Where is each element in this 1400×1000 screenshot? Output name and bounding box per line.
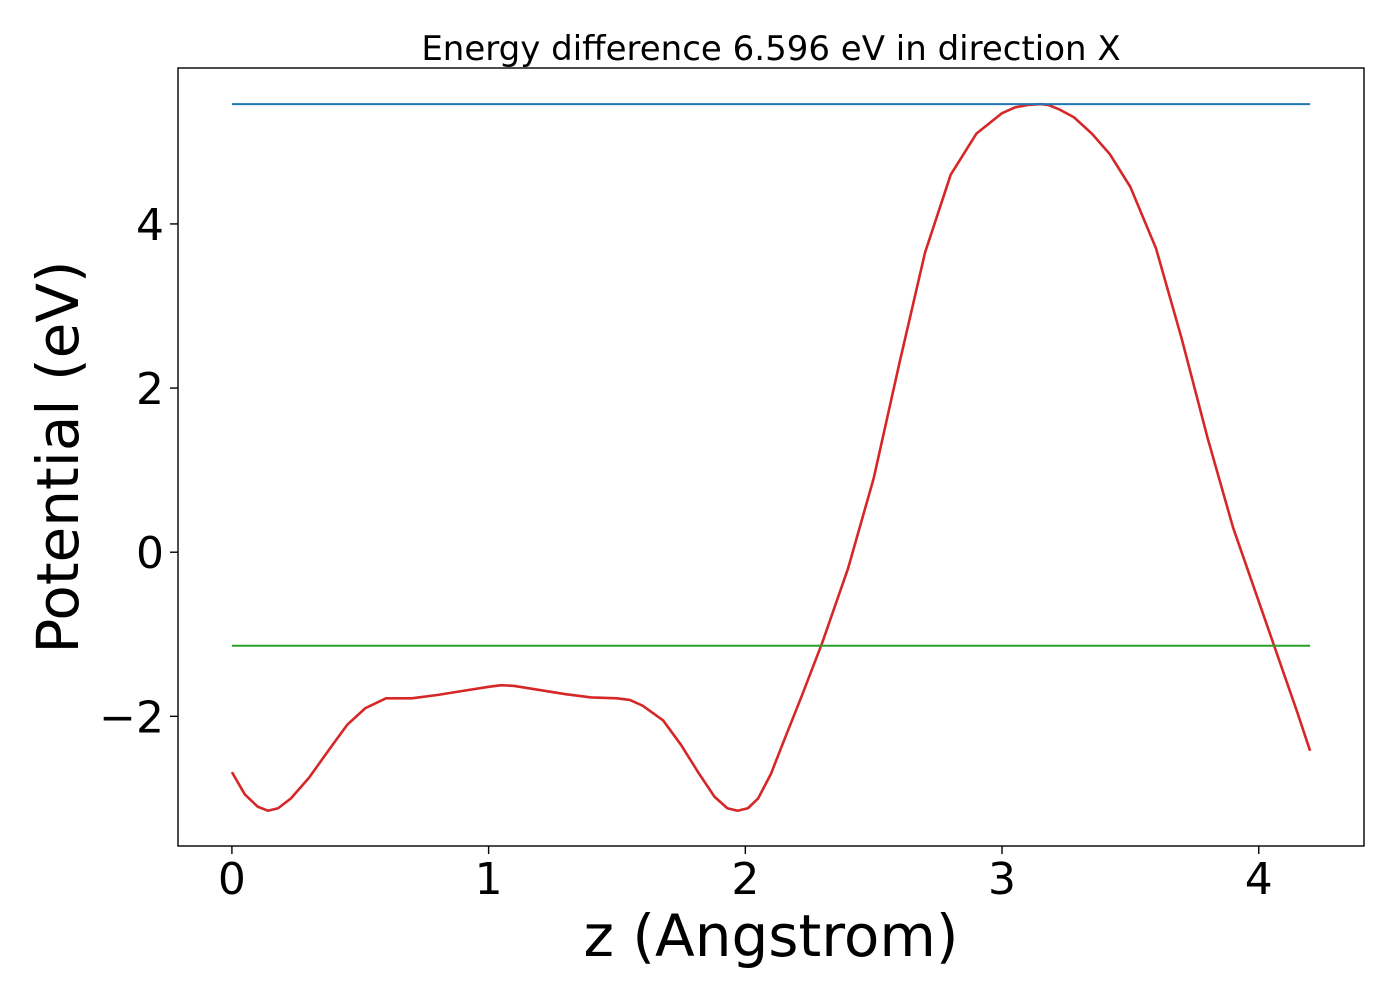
- y-tick-label: 4: [136, 200, 164, 251]
- plot-frame: [177, 67, 1365, 847]
- y-axis-ticks: −2 0 2 4: [99, 200, 178, 743]
- y-axis-label: Potential (eV): [24, 260, 92, 653]
- x-axis-ticks: 0 1 2 3 4: [218, 846, 1273, 905]
- x-axis-label: z (Angstrom): [584, 902, 959, 970]
- series-layer: [230, 102, 1312, 813]
- x-tick-label: 0: [218, 854, 246, 905]
- x-tick-label: 1: [475, 854, 503, 905]
- chart-title: Energy difference 6.596 eV in direction …: [421, 29, 1120, 69]
- y-tick-label: −2: [99, 692, 164, 743]
- x-tick-label: 4: [1245, 854, 1273, 905]
- x-tick-label: 2: [731, 854, 759, 905]
- y-tick-label: 0: [136, 528, 164, 579]
- potential-series-line: [230, 102, 1312, 813]
- x-tick-label: 3: [988, 854, 1016, 905]
- y-tick-label: 2: [136, 364, 164, 415]
